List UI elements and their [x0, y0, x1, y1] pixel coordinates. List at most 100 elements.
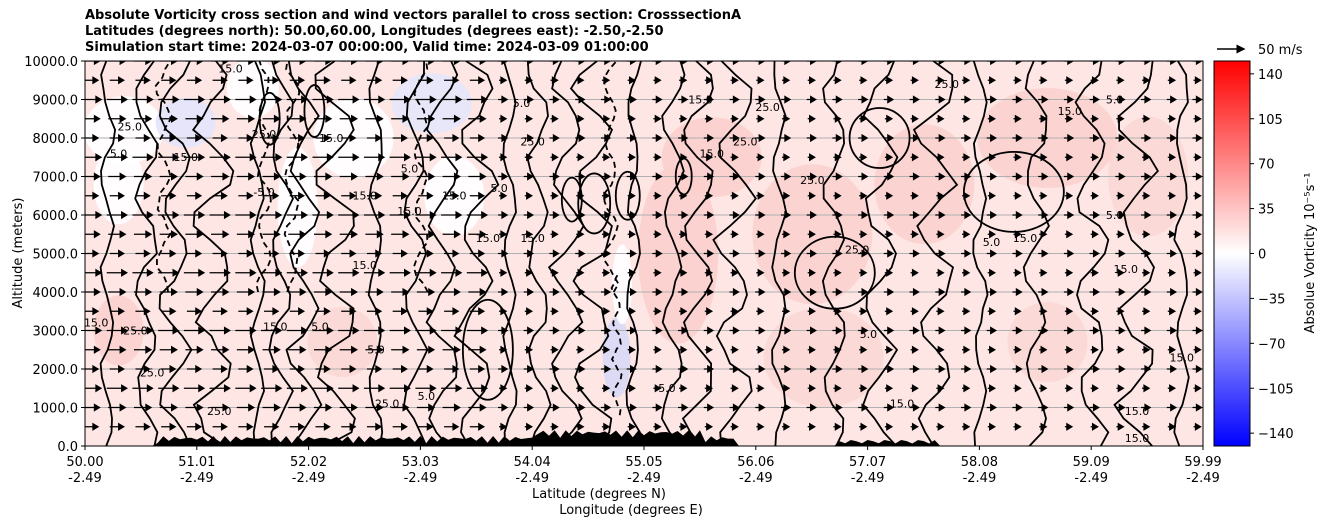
- wind-vector: [389, 95, 411, 104]
- wind-vector: [1115, 287, 1126, 297]
- wind-vector: [678, 364, 689, 374]
- wind-vector: [469, 133, 486, 143]
- wind-vector: [415, 326, 437, 335]
- wind-vector: [1115, 249, 1126, 258]
- wind-vector: [653, 153, 662, 162]
- wind-vector: [962, 345, 971, 354]
- wind-vector: [365, 114, 384, 123]
- wind-vector: [626, 249, 637, 258]
- wind-vector: [262, 61, 281, 66]
- wind-vector: [262, 172, 281, 181]
- wind-vector: [338, 384, 360, 393]
- wind-vector: [1063, 210, 1075, 220]
- wind-vector: [550, 230, 559, 239]
- wind-vector: [653, 345, 662, 354]
- wind-vector: [781, 114, 791, 123]
- wind-vector: [576, 76, 585, 85]
- x-axis: 50.00-2.4951.01-2.4952.02-2.4953.03-2.49…: [66, 446, 1222, 486]
- wind-vector: [85, 364, 100, 374]
- wind-vector: [549, 133, 560, 143]
- wind-vector: [550, 422, 559, 431]
- wind-vector: [444, 76, 460, 85]
- y-tick-label: 0.0: [57, 440, 78, 455]
- wind-vector: [133, 230, 153, 239]
- wind-vector: [1039, 422, 1048, 431]
- wind-vector: [987, 153, 996, 162]
- wind-vector: [935, 133, 946, 143]
- wind-vector: [549, 326, 560, 335]
- wind-vector: [729, 95, 740, 104]
- wind-vector: [626, 172, 637, 181]
- wind-vector: [781, 153, 791, 162]
- wind-vector: [652, 210, 663, 220]
- wind-vector: [781, 384, 791, 393]
- wind-vector: [729, 210, 740, 220]
- wind-vector: [524, 345, 534, 354]
- wind-vector: [1193, 384, 1202, 393]
- wind-vector: [391, 61, 410, 66]
- wind-vector: [109, 422, 125, 431]
- wind-vector: [987, 268, 996, 277]
- contour-label: 25.0: [375, 398, 400, 411]
- wind-vector: [987, 422, 996, 431]
- wind-vector: [418, 364, 434, 374]
- wind-vector: [549, 172, 560, 181]
- field-region: [307, 307, 378, 378]
- wind-vector: [366, 76, 383, 85]
- wind-vector: [884, 114, 894, 123]
- contour-label: 25.0: [123, 324, 148, 337]
- wind-vector: [962, 384, 971, 393]
- wind-vector: [441, 384, 463, 393]
- wind-vector: [1115, 403, 1126, 412]
- wind-vector: [389, 210, 411, 220]
- wind-vector: [1142, 384, 1151, 393]
- wind-vector: [315, 249, 331, 258]
- wind-vector: [108, 345, 127, 354]
- contour-label: 15.0: [1058, 105, 1083, 118]
- wind-vector: [806, 364, 817, 374]
- wind-vector: [729, 133, 740, 143]
- wind-vector: [262, 403, 281, 412]
- wind-vector: [341, 364, 357, 374]
- wind-vector: [550, 384, 559, 393]
- wind-vector: [1063, 287, 1075, 297]
- wind-vector: [1167, 268, 1177, 277]
- wind-vector: [679, 114, 688, 123]
- wind-vector: [1063, 249, 1075, 258]
- wind-vector: [1141, 249, 1152, 258]
- wind-vector: [1166, 133, 1178, 143]
- wind-vector: [313, 230, 333, 239]
- wind-vector: [133, 345, 153, 354]
- wind-vector: [108, 114, 127, 123]
- wind-vector: [365, 61, 384, 66]
- wind-vector: [755, 249, 766, 258]
- wind-vector: [418, 249, 434, 258]
- wind-vector: [238, 422, 254, 431]
- wind-vector: [679, 422, 688, 431]
- wind-vector: [391, 287, 410, 297]
- wind-vector: [909, 364, 920, 374]
- y-tick-label: 4000.0: [33, 286, 79, 301]
- wind-vector: [389, 384, 411, 393]
- wind-vector: [1090, 307, 1099, 316]
- x-tick-label-lon: -2.49: [180, 471, 214, 486]
- wind-vector: [524, 230, 534, 239]
- colorbar-tick-label: 70: [1258, 158, 1275, 173]
- wind-vector: [339, 114, 358, 123]
- wind-vector: [550, 307, 559, 316]
- wind-vector: [238, 307, 254, 316]
- wind-vector: [186, 76, 203, 85]
- wind-vector: [576, 114, 585, 123]
- wind-vector: [338, 210, 360, 220]
- wind-vector: [1064, 422, 1074, 431]
- wind-vector: [161, 422, 177, 431]
- wind-vector: [987, 307, 996, 316]
- wind-vector: [909, 210, 920, 220]
- wind-vector: [468, 172, 487, 181]
- wind-vector: [549, 249, 560, 258]
- wind-vector: [211, 61, 230, 66]
- wind-vector: [962, 114, 971, 123]
- wind-vector: [780, 326, 792, 335]
- wind-vector: [1142, 76, 1151, 85]
- wind-vector: [936, 384, 945, 393]
